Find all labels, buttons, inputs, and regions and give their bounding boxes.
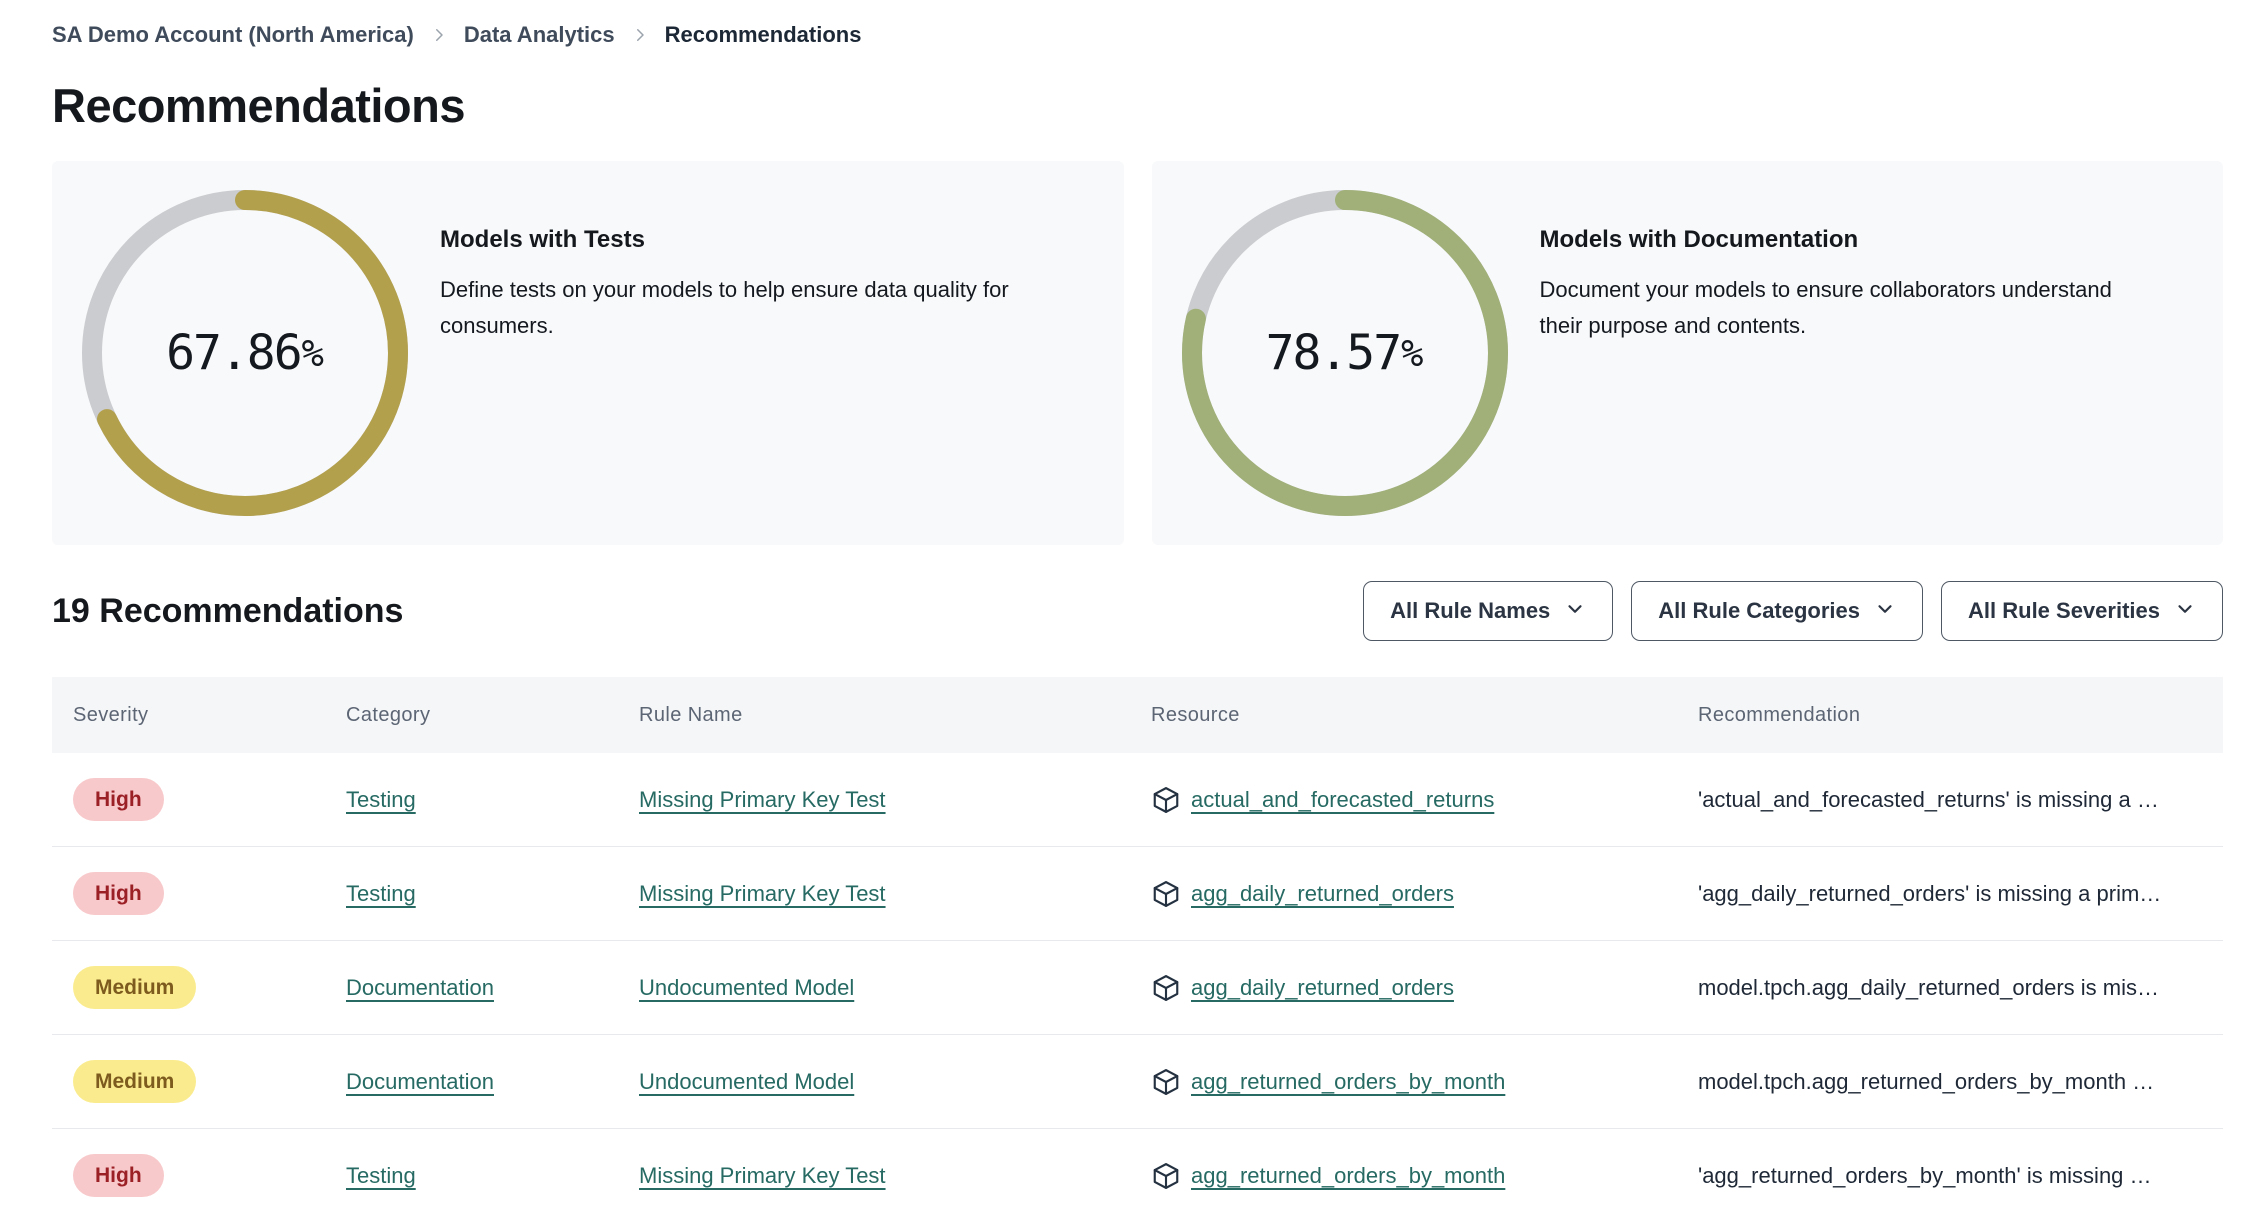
resource-link[interactable]: agg_daily_returned_orders [1191,974,1454,1000]
severity-badge: High [73,1154,164,1197]
page-title: Recommendations [52,79,465,132]
severity-badge: Medium [73,1060,197,1103]
chevron-right-icon [631,26,649,44]
table-header: Severity Category Rule Name Resource Rec… [52,677,2223,753]
column-header-category: Category [346,703,431,726]
recommendation-text: model.tpch.agg_daily_returned_orders is … [1698,974,2160,1000]
recommendations-table: Severity Category Rule Name Resource Rec… [52,677,2223,1220]
rule-name-link[interactable]: Undocumented Model [639,974,855,1000]
category-link[interactable]: Documentation [346,974,494,1000]
card-title: Models with Documentation [1539,226,1859,253]
category-link[interactable]: Testing [346,1162,416,1188]
stat-cards: 67.86% Models with Tests Define tests on… [52,161,2223,545]
recommendation-text: model.tpch.agg_returned_orders_by_month … [1698,1068,2155,1094]
recommendation-text: 'agg_returned_orders_by_month' is missin… [1698,1162,2152,1188]
severity-badge: High [73,778,164,821]
tests-percent-label: 67.86% [166,325,324,381]
rule-severities-filter-dropdown[interactable]: All Rule Severities [1941,581,2223,641]
filters: All Rule Names All Rule Categories All R… [1363,581,2223,641]
model-cube-icon [1151,1067,1181,1097]
category-link[interactable]: Testing [346,880,416,906]
table-row: Medium Documentation Undocumented Model … [52,1035,2223,1129]
rule-name-link[interactable]: Missing Primary Key Test [639,1162,886,1188]
column-header-resource: Resource [1151,703,1240,726]
model-cube-icon [1151,1161,1181,1191]
category-link[interactable]: Testing [346,786,416,812]
filter-label: All Rule Names [1390,598,1551,623]
column-header-severity: Severity [73,703,149,726]
breadcrumb: SA Demo Account (North America) Data Ana… [52,22,2223,48]
recommendations-count: 19 Recommendations [52,591,404,630]
table-row: High Testing Missing Primary Key Test ac… [52,753,2223,847]
rule-name-link[interactable]: Missing Primary Key Test [639,786,886,812]
breadcrumb-current: Recommendations [664,22,862,47]
tests-donut-chart: 67.86% [80,188,410,518]
breadcrumb-account[interactable]: SA Demo Account (North America) [52,22,414,47]
card-description: Define tests on your models to help ensu… [440,277,1009,338]
table-row: High Testing Missing Primary Key Test ag… [52,847,2223,941]
severity-badge: Medium [73,966,197,1009]
model-cube-icon [1151,879,1181,909]
documentation-donut-chart: 78.57% [1180,188,1510,518]
models-with-tests-card: 67.86% Models with Tests Define tests on… [52,161,1124,545]
resource-link[interactable]: agg_returned_orders_by_month [1191,1068,1506,1094]
column-header-recommendation: Recommendation [1698,703,1861,726]
card-title: Models with Tests [440,226,645,253]
model-cube-icon [1151,973,1181,1003]
recommendation-text: 'agg_daily_returned_orders' is missing a… [1698,880,2162,906]
resource-link[interactable]: actual_and_forecasted_returns [1191,786,1495,812]
chevron-down-icon [2174,596,2196,626]
models-with-documentation-card: 78.57% Models with Documentation Documen… [1151,161,2223,545]
rule-names-filter-dropdown[interactable]: All Rule Names [1363,581,1614,641]
chevron-right-icon [430,26,448,44]
rule-categories-filter-dropdown[interactable]: All Rule Categories [1631,581,1924,641]
list-header: 19 Recommendations All Rule Names All Ru… [52,581,2223,641]
documentation-percent-label: 78.57% [1265,325,1424,381]
chevron-down-icon [1564,596,1586,626]
resource-link[interactable]: agg_daily_returned_orders [1191,880,1454,906]
column-header-rule-name: Rule Name [639,703,743,726]
severity-badge: High [73,872,164,915]
filter-label: All Rule Severities [1968,598,2160,623]
breadcrumb-project[interactable]: Data Analytics [463,22,615,47]
resource-link[interactable]: agg_returned_orders_by_month [1191,1162,1506,1188]
rule-name-link[interactable]: Missing Primary Key Test [639,880,886,906]
rule-name-link[interactable]: Undocumented Model [639,1068,855,1094]
table-row: Medium Documentation Undocumented Model … [52,941,2223,1035]
card-description: Document your models to ensure collabora… [1539,277,2112,338]
category-link[interactable]: Documentation [346,1068,494,1094]
chevron-down-icon [1874,596,1896,626]
table-row: High Testing Missing Primary Key Test ag… [52,1129,2223,1220]
recommendation-text: 'actual_and_forecasted_returns' is missi… [1698,786,2159,812]
filter-label: All Rule Categories [1658,598,1861,623]
model-cube-icon [1151,785,1181,815]
